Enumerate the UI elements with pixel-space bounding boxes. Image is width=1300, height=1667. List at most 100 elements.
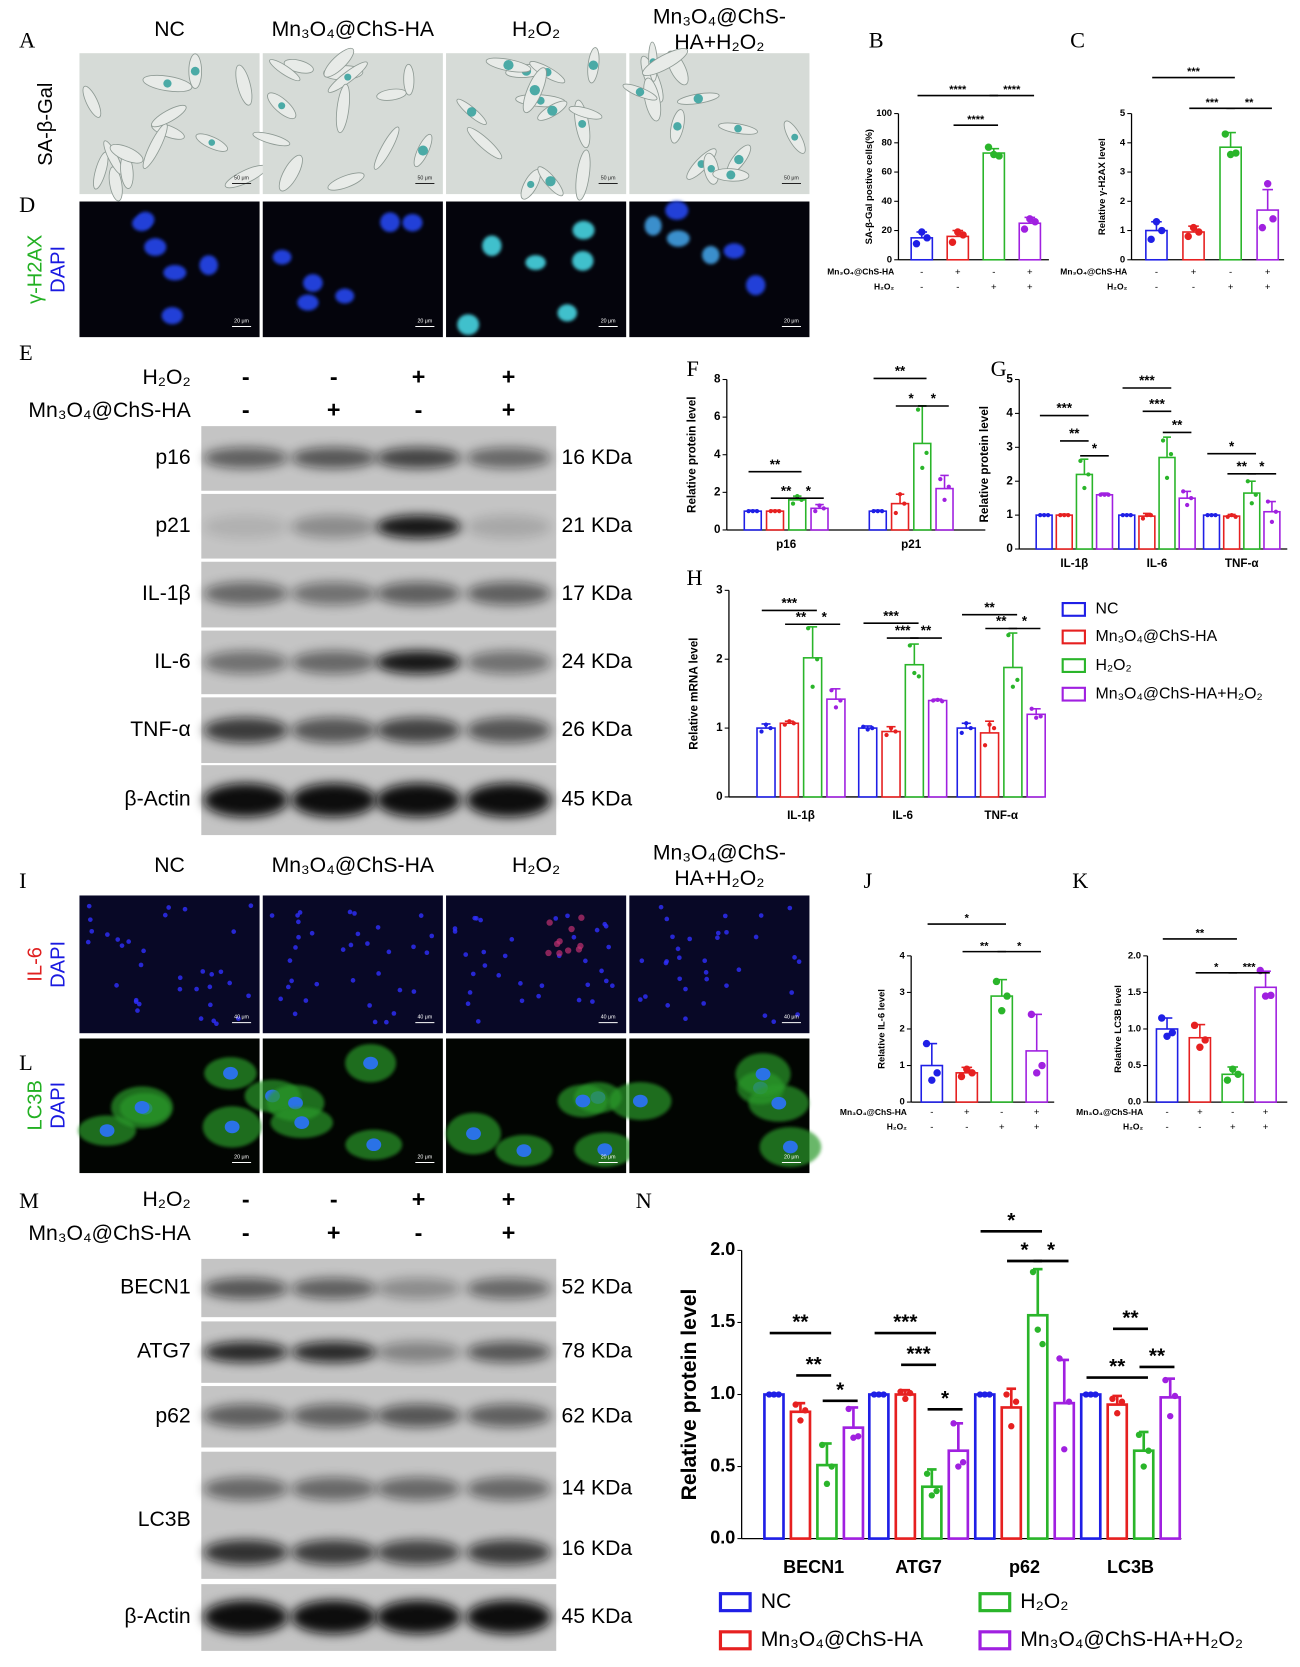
nucleus	[585, 982, 591, 988]
nucleus	[340, 947, 346, 952]
nucleus	[199, 255, 218, 276]
data-point	[1109, 1395, 1116, 1403]
legend-label: Mn₃O₄@ChS-HA+H₂O₂	[1096, 685, 1263, 702]
x-tick-label: IL-6	[1147, 557, 1168, 570]
blot-band	[466, 1404, 551, 1428]
column-header: NC	[154, 854, 185, 877]
data-point	[1038, 714, 1043, 719]
data-point	[1034, 1326, 1041, 1333]
panel-letter: A	[19, 28, 35, 53]
scale-label: 50 μm	[417, 176, 432, 182]
data-point	[1209, 513, 1214, 518]
significance-label: **	[1109, 1355, 1126, 1378]
bar	[1158, 456, 1176, 550]
column-header-text: H₂O₂	[511, 18, 561, 42]
nucleus	[200, 969, 206, 974]
significance-label: *	[1017, 940, 1022, 952]
row-label: SA-β-Gal	[35, 83, 57, 166]
data-point	[1038, 513, 1043, 518]
data-point	[1229, 1065, 1237, 1073]
condition-sign: -	[1231, 1107, 1234, 1118]
stain	[673, 122, 682, 131]
blot-band	[203, 1277, 289, 1300]
nucleus	[782, 1140, 798, 1154]
nucleus	[418, 913, 424, 918]
condition-sign: +	[1265, 267, 1271, 278]
data-point	[791, 721, 796, 726]
data-point	[1162, 1376, 1169, 1384]
micrograph: 50 μm	[622, 41, 810, 195]
nucleus	[207, 984, 213, 990]
cell	[568, 105, 603, 120]
nucleus	[335, 288, 355, 304]
data-point	[1273, 509, 1279, 514]
nucleus	[701, 1001, 706, 1006]
blot-band	[376, 1477, 461, 1501]
legend-swatch	[978, 1592, 1012, 1613]
y-tick-label: 2	[1006, 474, 1013, 487]
bar	[1263, 510, 1281, 550]
data-point	[1184, 232, 1192, 241]
condition-label: H₂O₂	[1107, 282, 1127, 292]
treatment-sign: -	[330, 1186, 338, 1212]
data-point	[1128, 513, 1133, 518]
data-point	[1189, 223, 1198, 232]
micrograph: 20 μm	[262, 201, 443, 338]
legend-label: H₂O₂	[1096, 657, 1132, 674]
nucleus	[177, 986, 183, 992]
bar	[894, 1393, 917, 1540]
cell	[575, 149, 591, 201]
nucleus	[724, 929, 729, 935]
condition-sign: -	[920, 282, 923, 293]
nucleus	[314, 981, 320, 987]
nucleus	[144, 238, 167, 256]
panel-letter: D	[19, 192, 35, 217]
cell	[235, 64, 253, 106]
y-tick-label: 80	[882, 137, 893, 148]
nucleus	[218, 969, 224, 975]
data-point	[1213, 513, 1218, 518]
stain	[190, 66, 200, 76]
blot-band	[203, 650, 289, 675]
x-tick-label: p16	[776, 538, 797, 551]
x-tick-label: LC3B	[1107, 1557, 1154, 1577]
nucleus	[472, 915, 478, 921]
data-point	[918, 228, 926, 236]
nucleus	[133, 999, 139, 1005]
data-point	[1232, 149, 1240, 157]
data-point	[893, 510, 898, 516]
data-point	[959, 231, 967, 239]
condition-sign: -	[1165, 1122, 1168, 1133]
x-tick-label: IL-6	[892, 809, 913, 822]
blot-band	[466, 447, 551, 469]
condition-sign: +	[1034, 1107, 1040, 1118]
nucleus	[771, 1019, 777, 1025]
scale-label: 20 μm	[784, 1155, 799, 1161]
data-point	[1006, 632, 1011, 638]
data-point	[955, 1463, 962, 1470]
x-tick-label: IL-1β	[1060, 557, 1088, 570]
condition-sign: -	[992, 267, 995, 278]
data-point	[964, 721, 969, 726]
nucleus	[214, 1021, 219, 1027]
condition-sign: +	[1228, 282, 1234, 293]
y-tick-label: 2	[900, 1023, 905, 1034]
nucleus	[105, 932, 110, 937]
condition-sign: +	[955, 267, 961, 278]
nucleus	[677, 955, 682, 961]
cell	[373, 126, 400, 170]
nucleus	[372, 1019, 378, 1025]
stain	[734, 124, 742, 133]
data-point	[1135, 1431, 1143, 1439]
treatment-sign: -	[242, 364, 250, 390]
data-point	[1269, 215, 1277, 223]
treatment-sign: +	[412, 364, 426, 390]
nucleus	[565, 913, 570, 919]
blot-band	[376, 1277, 461, 1300]
data-point	[1012, 1398, 1020, 1405]
treatment-sign: +	[412, 1186, 426, 1212]
nucleus	[571, 934, 577, 940]
condition-sign: +	[1027, 282, 1033, 293]
data-point	[912, 239, 921, 248]
y-tick-label: 1.0	[710, 1383, 735, 1403]
